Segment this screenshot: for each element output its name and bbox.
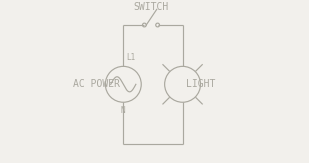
Text: N: N	[121, 106, 126, 115]
Text: AC POWER: AC POWER	[73, 79, 120, 89]
Text: LIGHT: LIGHT	[186, 79, 215, 89]
Text: SWITCH: SWITCH	[133, 2, 169, 12]
Text: L1: L1	[126, 53, 136, 62]
